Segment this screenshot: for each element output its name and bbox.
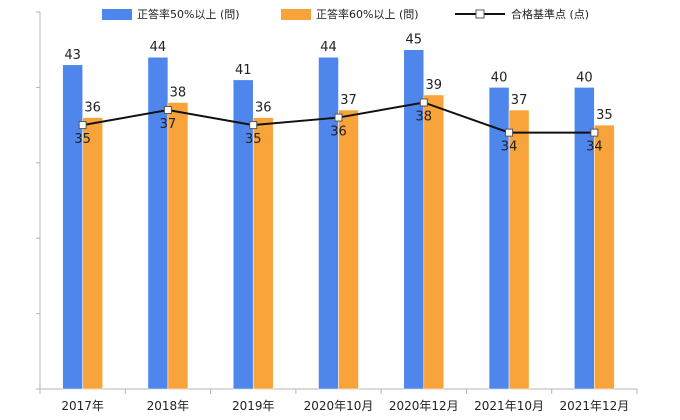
bar-value-label: 38	[170, 85, 187, 100]
line-point-marker	[590, 128, 599, 137]
bar-value-label: 37	[340, 93, 357, 108]
bar-series-2	[167, 102, 189, 390]
line-point-marker	[78, 121, 87, 130]
x-tick-label: 2018年	[147, 399, 190, 413]
bar-value-label: 37	[511, 93, 528, 108]
line-point-marker	[249, 121, 258, 130]
legend-label: 正答率60%以上 (問)	[316, 7, 419, 21]
line-point-marker	[334, 113, 343, 122]
bar-value-label: 44	[320, 40, 337, 55]
line-value-label: 36	[330, 125, 347, 140]
line-value-label: 38	[416, 109, 433, 124]
line-series	[78, 98, 599, 137]
bar-series-1	[318, 56, 339, 390]
bar-value-label: 40	[491, 70, 508, 85]
x-tick-label: 2021年12月	[559, 399, 629, 413]
x-tick-label: 2019年	[232, 399, 275, 413]
bar-value-label: 39	[426, 78, 443, 93]
legend: 正答率50%以上 (問) 正答率60%以上 (問) 合格基準点 (点)	[102, 7, 589, 21]
bar-value-label: 43	[64, 48, 81, 63]
line-value-label: 34	[586, 140, 603, 155]
line-value-label: 35	[245, 132, 262, 147]
legend-label: 正答率50%以上 (問)	[137, 7, 240, 21]
legend-marker	[475, 9, 485, 19]
bar-value-label: 41	[235, 63, 252, 78]
bar-series-1	[62, 64, 83, 390]
legend-swatch-2	[281, 9, 311, 20]
line-value-label: 37	[160, 117, 177, 132]
x-tick-label: 2020年12月	[389, 399, 459, 413]
line-point-marker	[505, 128, 514, 137]
bar-value-label: 35	[596, 108, 613, 123]
x-tick-label: 2017年	[61, 399, 104, 413]
bars	[62, 49, 615, 390]
bar-value-label: 45	[406, 33, 423, 48]
bar-series-2	[338, 109, 359, 390]
line-point-marker	[419, 98, 428, 107]
line-value-label: 34	[501, 140, 518, 155]
bar-series-2	[423, 94, 445, 390]
legend-swatch-1	[102, 9, 132, 20]
x-tick-label: 2021年10月	[474, 399, 544, 413]
bar-value-label: 36	[84, 101, 101, 116]
bar-value-label: 36	[255, 101, 272, 116]
bar-series-2	[82, 117, 103, 390]
axes	[36, 11, 638, 394]
legend-label: 合格基準点 (点)	[511, 7, 589, 21]
bar-series-2	[252, 117, 274, 390]
line-value-label: 35	[74, 132, 91, 147]
x-tick-labels: 2017年 2018年 2019年 2020年10月 2020年12月 2021年10月 2…	[61, 399, 629, 413]
bar-value-label: 44	[150, 40, 167, 55]
line-point-marker	[163, 106, 172, 115]
data-labels: 4336443841364437453940374035353735363834…	[64, 33, 612, 155]
bar-value-label: 40	[576, 70, 593, 85]
x-tick-label: 2020年10月	[304, 399, 374, 413]
bar-series-2	[508, 109, 530, 390]
bar-series-2	[594, 124, 615, 390]
